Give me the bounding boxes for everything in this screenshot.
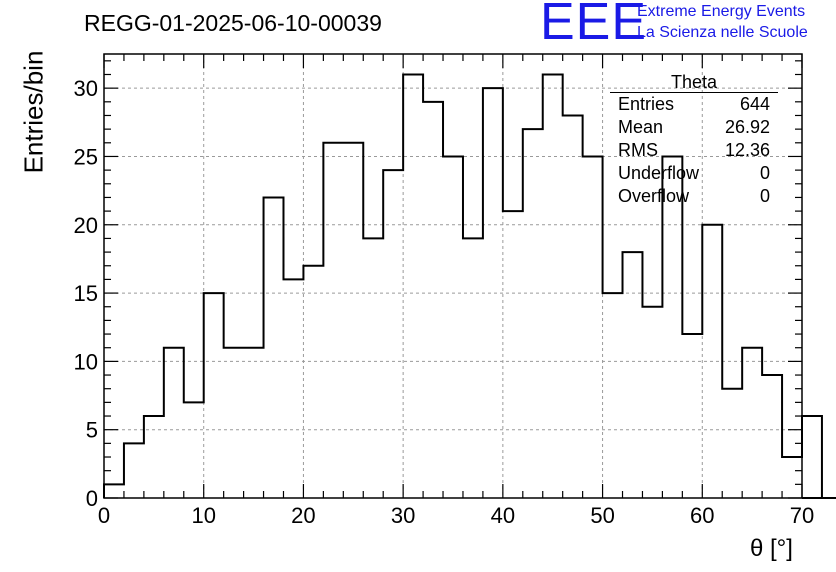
- histogram-bin: [323, 143, 343, 498]
- histogram-bin: [503, 211, 523, 498]
- x-tick-label: 40: [491, 503, 515, 528]
- histogram-bin: [802, 416, 822, 498]
- histogram-bin: [264, 197, 284, 498]
- histogram-bin: [343, 143, 363, 498]
- histogram-bin: [283, 279, 303, 498]
- histogram-bin: [722, 389, 742, 498]
- stat-value: 26.92: [724, 117, 770, 137]
- x-tick-label: 10: [191, 503, 215, 528]
- stat-value: 0: [759, 186, 770, 206]
- histogram-bin: [603, 293, 623, 498]
- histogram-bin: [124, 443, 144, 498]
- y-axis-label: Entries/bin: [18, 50, 49, 174]
- stat-row-underflow: Underflow 0: [610, 162, 778, 185]
- stat-row-entries: Entries 644: [610, 93, 778, 116]
- histogram-bins: [103, 73, 836, 499]
- histogram-bin: [204, 293, 224, 498]
- histogram-bin: [523, 129, 543, 498]
- histogram-bin: [383, 170, 403, 498]
- histogram-bin: [642, 307, 662, 498]
- y-tick-label: 5: [86, 418, 98, 443]
- stat-label: Underflow: [618, 163, 700, 183]
- stat-label: Entries: [618, 94, 675, 114]
- stat-row-overflow: Overflow 0: [610, 185, 778, 208]
- histogram-bin: [742, 348, 762, 498]
- histogram-bin: [563, 115, 583, 498]
- x-tick-label: 20: [291, 503, 315, 528]
- y-tick-label: 30: [74, 76, 98, 101]
- stat-label: Mean: [618, 117, 664, 137]
- eee-logo: EEE: [540, 0, 648, 51]
- y-tick-label: 20: [74, 213, 98, 238]
- histogram-bin: [623, 252, 643, 498]
- histogram-bin: [403, 74, 423, 498]
- histogram-bin: [762, 375, 782, 498]
- histogram-bin: [682, 334, 702, 498]
- stat-value: 12.36: [724, 140, 770, 160]
- y-tick-label: 0: [86, 486, 98, 511]
- histogram-bin: [583, 156, 603, 498]
- stat-row-rms: RMS 12.36: [610, 139, 778, 162]
- histogram-bin: [144, 416, 164, 498]
- stat-label: RMS: [618, 140, 658, 160]
- statistics-box: Theta Entries 644 Mean 26.92 RMS 12.36 U…: [610, 72, 778, 208]
- histogram-bin: [303, 266, 323, 498]
- histogram-bin: [782, 457, 802, 498]
- x-tick-label: 70: [790, 503, 814, 528]
- histogram-bin: [363, 238, 383, 498]
- histogram-bin: [423, 102, 443, 498]
- x-tick-label: 60: [690, 503, 714, 528]
- y-tick-label: 15: [74, 281, 98, 306]
- histogram-bin: [224, 348, 244, 498]
- axis-ticks: [103, 54, 803, 499]
- stats-title: Theta: [610, 72, 778, 93]
- logo-subtitle-line2: La Scienza nelle Scuole: [637, 24, 808, 41]
- y-tick-label: 25: [74, 144, 98, 169]
- tick-labels: 0 10 20 30 40 50 60 70 0 5 10 15 20 25 30: [74, 76, 815, 528]
- histogram-bin: [244, 348, 264, 498]
- x-tick-label: 0: [98, 503, 110, 528]
- logo-subtitle-line1: Extreme Energy Events: [637, 3, 806, 20]
- histogram-bin: [184, 402, 204, 498]
- x-axis-label: θ [°]: [750, 535, 793, 562]
- histogram-bin: [463, 238, 483, 498]
- histogram-bin: [543, 74, 563, 498]
- x-tick-label: 50: [590, 503, 614, 528]
- y-tick-label: 10: [74, 349, 98, 374]
- histogram-bin: [443, 156, 463, 498]
- stat-value: 0: [759, 163, 770, 183]
- histogram-outline: [103, 73, 836, 499]
- stat-value: 644: [739, 94, 770, 114]
- histogram-bin: [164, 348, 184, 498]
- histogram-bin: [483, 88, 503, 498]
- stat-label: Overflow: [618, 186, 690, 206]
- stat-row-mean: Mean 26.92: [610, 116, 778, 139]
- histogram-bin: [104, 484, 124, 498]
- run-title: REGG-01-2025-06-10-00039: [84, 10, 382, 36]
- x-tick-label: 30: [391, 503, 415, 528]
- plot-frame: [103, 53, 803, 499]
